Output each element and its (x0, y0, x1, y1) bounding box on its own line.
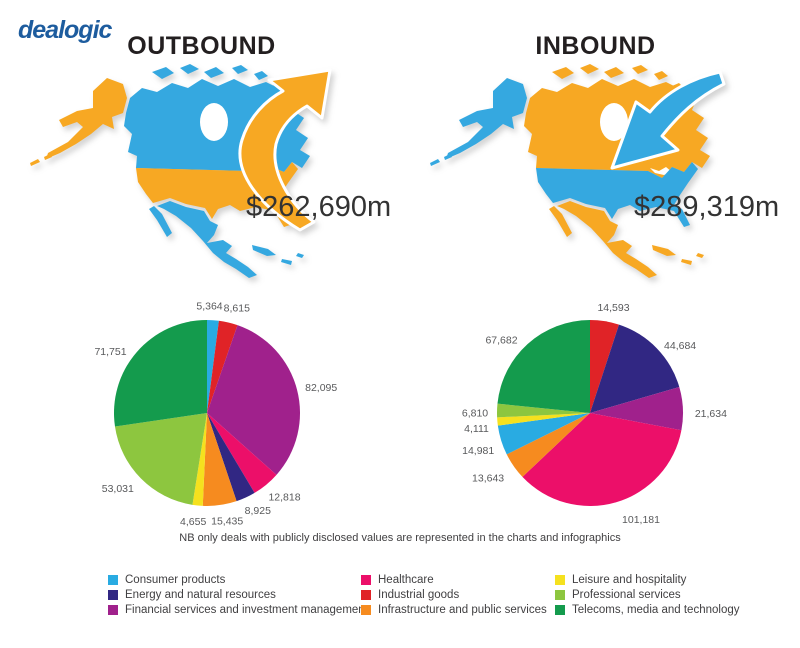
legend-item: Professional services (555, 587, 740, 602)
pie-value-label: 8,925 (245, 505, 271, 517)
pie-value-label: 82,095 (305, 382, 337, 394)
legend-swatch-icon (361, 574, 371, 585)
north-america-map-outbound (30, 64, 332, 278)
legend-swatch-icon (361, 589, 371, 600)
pie-slice (497, 413, 590, 455)
legend-swatch-icon (108, 574, 118, 585)
pie-slice (207, 325, 301, 475)
pie-value-label: 53,031 (102, 483, 134, 495)
legend-label: Professional services (572, 588, 681, 601)
pie-value-label: 6,810 (462, 407, 488, 419)
legend-label: Telecoms, media and technology (572, 603, 740, 616)
pie-slice (114, 413, 207, 505)
inbound-heading: INBOUND (535, 32, 656, 60)
pie-slice (506, 413, 590, 477)
pie-slice (207, 320, 219, 413)
north-america-map-inbound (430, 64, 726, 278)
pie-value-label: 101,181 (622, 514, 660, 526)
pie-value-label: 15,435 (211, 515, 243, 527)
pie-value-label: 71,751 (94, 346, 126, 358)
pie-slice (113, 320, 207, 427)
chart-legend: Consumer products Energy and natural reso… (108, 572, 740, 617)
pie-value-label: 5,364 (196, 301, 222, 313)
pie-slice (207, 320, 238, 413)
legend-label: Leisure and hospitality (572, 573, 687, 586)
legend-item: Financial services and investment manage… (108, 602, 368, 617)
pie-value-label: 14,593 (597, 302, 629, 314)
legend-label: Energy and natural resources (125, 588, 276, 601)
dealogic-logo: dealogic (18, 16, 112, 44)
pie-slice (497, 320, 590, 413)
outbound-pie-chart: 5,364 8,615 82,095 12,818 8,925 15,435 4,655 53… (7, 283, 407, 545)
inbound-arrow-icon (610, 70, 726, 170)
pie-slice (590, 320, 619, 413)
pie-value-label: 4,111 (464, 423, 489, 435)
pie-value-label: 21,634 (695, 408, 727, 420)
outbound-total-value: $262,690m (246, 191, 392, 223)
inbound-pie-chart: 14,593 44,684 21,634 101,181 13,643 14,981 4,1… (390, 283, 790, 545)
pie-slice (497, 413, 590, 426)
legend-swatch-icon (108, 589, 118, 600)
legend-label: Consumer products (125, 573, 226, 586)
pie-value-label: 14,981 (462, 445, 494, 457)
pie-slice (496, 403, 590, 418)
legend-item: Infrastructure and public services (361, 602, 555, 617)
pie-slice (192, 413, 207, 506)
legend-swatch-icon (555, 589, 565, 600)
legend-label: Industrial goods (378, 588, 460, 601)
legend-swatch-icon (555, 574, 565, 585)
legend-item: Healthcare (361, 572, 555, 587)
pie-value-label: 44,684 (664, 340, 696, 352)
disclosure-note: NB only deals with publicly disclosed va… (179, 532, 621, 544)
legend-label: Infrastructure and public services (378, 603, 547, 616)
inbound-map-block (402, 58, 752, 303)
legend-label: Healthcare (378, 573, 434, 586)
pie-value-label: 67,682 (485, 335, 517, 347)
pie-value-label: 4,655 (180, 516, 206, 528)
legend-item: Industrial goods (361, 587, 555, 602)
legend-item: Leisure and hospitality (555, 572, 740, 587)
inbound-total-value: $289,319m (634, 191, 780, 223)
legend-item: Telecoms, media and technology (555, 602, 740, 617)
pie-value-label: 13,643 (472, 473, 504, 485)
pie-value-label: 12,818 (268, 492, 300, 504)
legend-swatch-icon (108, 604, 118, 615)
legend-item: Energy and natural resources (108, 587, 361, 602)
legend-item: Consumer products (108, 572, 361, 587)
pie-slice (207, 413, 255, 502)
pie-slice (590, 324, 680, 413)
pie-slice (207, 413, 277, 493)
legend-swatch-icon (361, 604, 371, 615)
legend-swatch-icon (555, 604, 565, 615)
pie-value-label: 8,615 (224, 303, 250, 315)
pie-slice (202, 413, 237, 506)
legend-label: Financial services and investment manage… (125, 603, 368, 616)
pie-slice (522, 413, 682, 507)
outbound-map-block (2, 58, 352, 303)
outbound-heading: OUTBOUND (127, 32, 276, 60)
outbound-arrow-icon (238, 68, 332, 232)
pie-slice (590, 386, 684, 431)
